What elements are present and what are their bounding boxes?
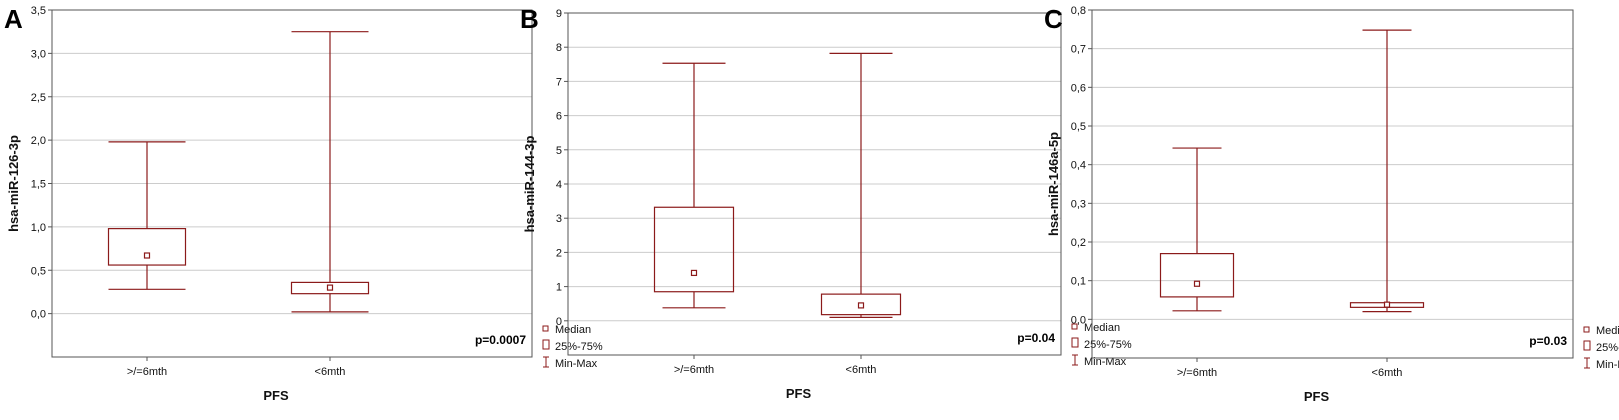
p-value-annotation: p=0.03 (1529, 334, 1567, 348)
plot-frame (51, 9, 533, 358)
median-marker (1193, 280, 1201, 287)
legend-median-symbol (542, 325, 549, 332)
y-tick-label: 0,2 (1071, 237, 1086, 249)
legend-minmax-label: Min-Max (555, 358, 598, 370)
y-axis-label: hsa-miR-144-3p (522, 136, 537, 233)
y-tick-label: 1,5 (31, 179, 46, 191)
y-tick-label: 0,8 (1071, 5, 1086, 17)
median-marker (143, 252, 151, 259)
panel-label: B (520, 4, 539, 34)
iqr-box (820, 293, 902, 316)
y-tick-label: 0,5 (31, 265, 46, 277)
x-tick-label: <6mth (846, 364, 877, 376)
legend-box-symbol (1583, 340, 1591, 351)
legend-box-symbol (1071, 337, 1079, 348)
iqr-box (653, 206, 735, 293)
legend-minmax-label: Min-Max (1084, 356, 1127, 368)
y-axis-label: hsa-miR-126-3p (6, 135, 21, 232)
iqr-box (1159, 253, 1235, 298)
iqr-box (290, 281, 370, 295)
legend-median-symbol (1583, 326, 1590, 333)
chart-panel-b: B 9 8 7 6 5 4 3 2 1 0 hsa-miR-144-3p >/=6mth <6mth PFS… (520, 4, 1132, 401)
y-tick-label: 3 (556, 213, 562, 225)
x-tick-label: >/=6mth (1177, 367, 1217, 379)
y-tick-label: 8 (556, 42, 562, 54)
plot-frame (567, 12, 1062, 356)
legend: Median 25%-75% Min-Max (1583, 325, 1619, 371)
median-marker (857, 302, 865, 309)
median-marker (326, 284, 334, 291)
y-tick-label: 0,5 (1071, 121, 1086, 133)
y-tick-label: 1,0 (31, 222, 46, 234)
y-tick-label: 2 (556, 247, 562, 259)
legend-median-label: Median (1596, 325, 1619, 337)
y-tick-label: 0,0 (1071, 314, 1086, 326)
y-tick-label: 5 (556, 145, 562, 157)
y-tick-label: 7 (556, 76, 562, 88)
median-marker (690, 269, 698, 277)
box-ge-6mth (653, 62, 735, 309)
legend: Median 25%-75% Min-Max (542, 324, 603, 370)
x-axis-label: PFS (786, 386, 812, 401)
y-tick-label: 0,3 (1071, 198, 1086, 210)
x-tick-label: <6mth (1372, 367, 1403, 379)
y-tick-label: 6 (556, 111, 562, 123)
legend-box-label: 25%-75% (555, 341, 603, 353)
x-axis-label: PFS (1304, 389, 1330, 404)
x-axis-label: PFS (263, 388, 289, 403)
x-tick-label: <6mth (315, 366, 346, 378)
box-ge-6mth (107, 141, 187, 290)
x-tick-label: >/=6mth (674, 364, 714, 376)
median-marker (1383, 301, 1391, 308)
box-lt-6mth (290, 31, 370, 313)
y-tick-label: 9 (556, 8, 562, 20)
y-tick-label: 0 (556, 316, 562, 328)
y-tick-label: 2,5 (31, 92, 46, 104)
y-axis-label: hsa-miR-146a-5p (1046, 132, 1061, 236)
legend-median-symbol (1071, 323, 1078, 330)
box-lt-6mth (820, 52, 902, 318)
legend-box-label: 25%-75% (1596, 342, 1619, 354)
y-tick-label: 0,4 (1071, 160, 1086, 172)
legend: Median 25%-75% Min-Max (1071, 322, 1132, 368)
x-tick-label: >/=6mth (127, 366, 167, 378)
y-tick-label: 2,0 (31, 135, 46, 147)
y-tick-label: 0,0 (31, 309, 46, 321)
y-tick-label: 3,5 (31, 5, 46, 17)
box-lt-6mth (1349, 29, 1425, 313)
panel-label: C (1044, 4, 1063, 34)
chart-panel-a: A 3,5 3,0 2,5 2,0 1,5 1,0 0,5 0,0 hsa-miR-126-3p >… (4, 4, 603, 403)
legend-box-label: 25%-75% (1084, 339, 1132, 351)
y-tick-label: 0,6 (1071, 82, 1086, 94)
legend-minmax-label: Min-Max (1596, 359, 1619, 371)
legend-box-symbol (542, 339, 550, 350)
p-value-annotation: p=0.0007 (475, 333, 526, 347)
y-tick-label: 3,0 (31, 48, 46, 60)
y-tick-label: 0,1 (1071, 276, 1086, 288)
panel-label: A (4, 4, 23, 34)
plot-frame (1091, 9, 1574, 359)
p-value-annotation: p=0.04 (1017, 331, 1055, 345)
iqr-box (107, 228, 187, 266)
y-tick-label: 0,7 (1071, 44, 1086, 56)
y-tick-label: 4 (556, 179, 562, 191)
legend-median-label: Median (1084, 322, 1120, 334)
y-tick-label: 1 (556, 282, 562, 294)
chart-panel-c: C 0,8 0,7 0,6 0,5 0,4 0,3 0,2 0,1 0,0 hsa-miR-146a… (1044, 4, 1619, 404)
box-ge-6mth (1159, 147, 1235, 312)
legend-median-label: Median (555, 324, 591, 336)
